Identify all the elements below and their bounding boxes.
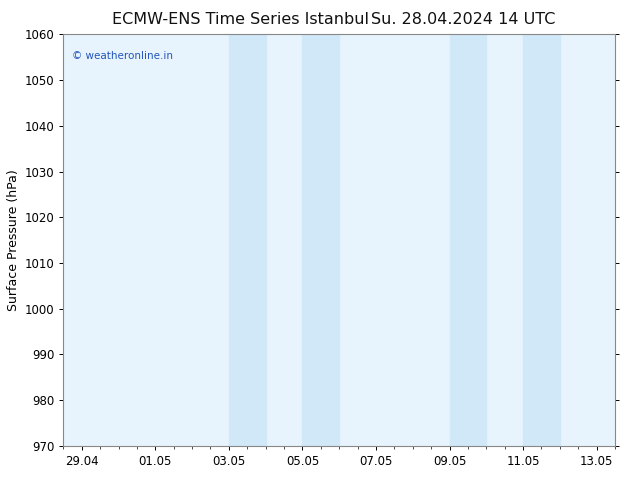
Bar [302, 34, 339, 446]
Text: Su. 28.04.2024 14 UTC: Su. 28.04.2024 14 UTC [371, 12, 555, 27]
Text: © weatheronline.in: © weatheronline.in [72, 51, 172, 61]
Bar [229, 34, 266, 446]
Bar [523, 34, 560, 446]
Text: ECMW-ENS Time Series Istanbul: ECMW-ENS Time Series Istanbul [112, 12, 370, 27]
Bar [450, 34, 486, 446]
Y-axis label: Surface Pressure (hPa): Surface Pressure (hPa) [8, 169, 20, 311]
